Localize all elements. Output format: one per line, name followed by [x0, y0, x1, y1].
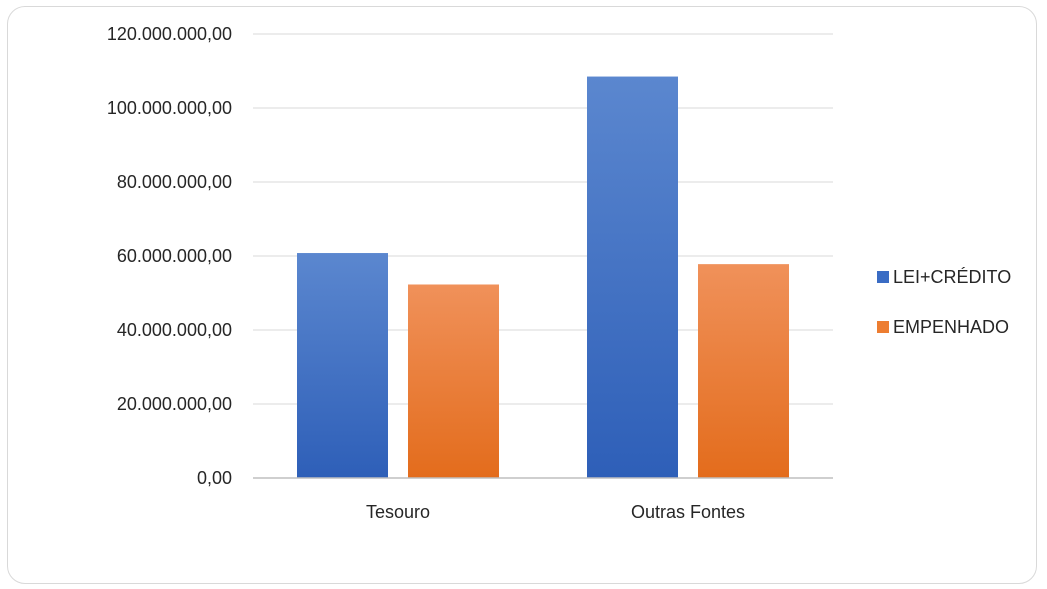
y-axis-tick-labels: 0,00 20.000.000,00 40.000.000,00 60.000.000… — [107, 24, 232, 488]
bar-outras-fontes-series-2 — [698, 264, 789, 478]
legend-swatch — [877, 271, 889, 283]
y-tick-label: 40.000.000,00 — [117, 320, 232, 340]
y-tick-label: 120.000.000,00 — [107, 24, 232, 44]
legend-label: EMPENHADO — [893, 317, 1009, 337]
x-tick-label: Tesouro — [366, 502, 430, 522]
x-axis-tick-labels: Tesouro Outras Fontes — [366, 502, 745, 522]
bar-tesouro-series-1 — [297, 253, 388, 478]
legend: LEI+CRÉDITO EMPENHADO — [877, 267, 1011, 337]
legend-label: LEI+CRÉDITO — [893, 267, 1011, 287]
y-tick-label: 60.000.000,00 — [117, 246, 232, 266]
bar-outras-fontes-series-1 — [587, 76, 678, 479]
legend-swatch — [877, 321, 889, 333]
bars — [297, 76, 789, 479]
y-tick-label: 0,00 — [197, 468, 232, 488]
y-tick-label: 20.000.000,00 — [117, 394, 232, 414]
y-tick-label: 100.000.000,00 — [107, 98, 232, 118]
bar-tesouro-series-2 — [408, 284, 499, 478]
chart-frame — [7, 6, 1037, 584]
y-tick-label: 80.000.000,00 — [117, 172, 232, 192]
x-tick-label: Outras Fontes — [631, 502, 745, 522]
